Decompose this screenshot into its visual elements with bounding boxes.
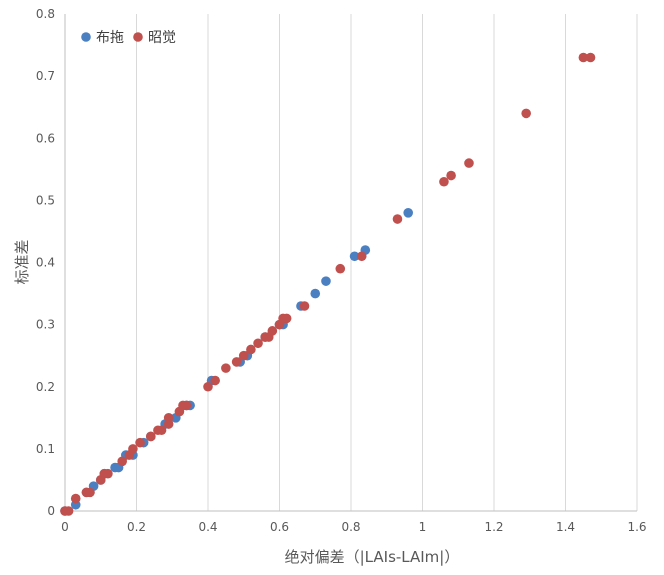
legend-label-series-2: 昭觉 [148, 30, 176, 46]
y-tick-label: 0.3 [36, 318, 55, 332]
data-point-series-2 [521, 108, 531, 119]
data-point-series-2 [238, 350, 249, 361]
data-point-series-2 [246, 344, 256, 355]
x-tick-label: 1.6 [627, 520, 646, 534]
data-point-series-2 [128, 444, 138, 454]
data-point-series-2 [231, 357, 242, 367]
x-tick-label: 1.4 [556, 520, 575, 534]
legend: 布拖 昭觉 [81, 30, 176, 46]
y-tick-label: 0.2 [36, 380, 55, 394]
legend-label-series-1: 布拖 [96, 30, 124, 46]
gridlines [136, 14, 638, 511]
data-point-series-1 [321, 276, 331, 286]
y-tick-label: 0.5 [36, 193, 55, 207]
data-point-series-2 [585, 52, 596, 63]
data-point-series-2 [392, 214, 403, 224]
x-tick-label: 0 [61, 520, 69, 534]
data-point-series-2 [221, 363, 231, 373]
data-point-series-2 [356, 251, 367, 262]
data-point-series-2 [63, 506, 74, 516]
axes [64, 14, 637, 512]
data-point-series-1 [310, 288, 321, 299]
data-point-series-2 [70, 493, 81, 504]
data-point-series-2 [146, 431, 156, 442]
data-point-series-1 [403, 208, 414, 218]
legend-marker-series-2 [133, 32, 143, 42]
x-tick-label: 0.8 [341, 520, 360, 534]
data-point-series-2 [210, 375, 220, 386]
data-point-series-2 [203, 381, 213, 392]
x-tick-label: 0.6 [270, 520, 289, 534]
x-tick-label: 0.2 [127, 520, 146, 534]
data-point-series-2 [464, 158, 474, 168]
data-point-series-2 [135, 437, 145, 448]
tick-labels: 0 0.2 0.4 0.6 0.8 1 1.2 1.4 1.6 0 0.1 0.2 0.3 0.4 0.5 0… [36, 7, 647, 534]
x-tick-label: 1 [419, 520, 427, 534]
data-point-series-2 [335, 263, 346, 274]
data-point-series-2 [253, 338, 263, 349]
y-axis-title: 标准差 [13, 239, 31, 284]
data-point-series-1 [349, 251, 360, 262]
data-point-series-2 [299, 301, 310, 311]
data-point-series-2 [117, 456, 127, 467]
y-tick-label: 0.7 [36, 69, 55, 83]
data-point-series-2 [446, 170, 456, 181]
y-tick-label: 0.4 [36, 256, 55, 270]
data-point-series-2 [103, 468, 113, 479]
x-tick-label: 1.2 [484, 520, 503, 534]
legend-marker-series-1 [81, 32, 91, 42]
y-tick-label: 0.6 [36, 131, 55, 145]
x-axis-title: 绝对偏差（|LAIs-LAIm|） [285, 548, 460, 566]
data-point-series-2 [281, 313, 292, 324]
data-points [60, 52, 596, 516]
data-point-series-2 [578, 52, 589, 63]
x-tick-label: 0.4 [198, 520, 217, 534]
y-tick-label: 0.1 [36, 442, 55, 456]
data-point-series-2 [439, 176, 449, 187]
data-point-series-2 [181, 400, 192, 411]
data-point-series-2 [267, 326, 278, 336]
data-point-series-2 [163, 413, 174, 423]
y-tick-label: 0 [47, 504, 55, 518]
y-tick-label: 0.8 [36, 7, 55, 21]
data-point-series-2 [85, 487, 95, 498]
data-point-series-2 [156, 425, 167, 436]
